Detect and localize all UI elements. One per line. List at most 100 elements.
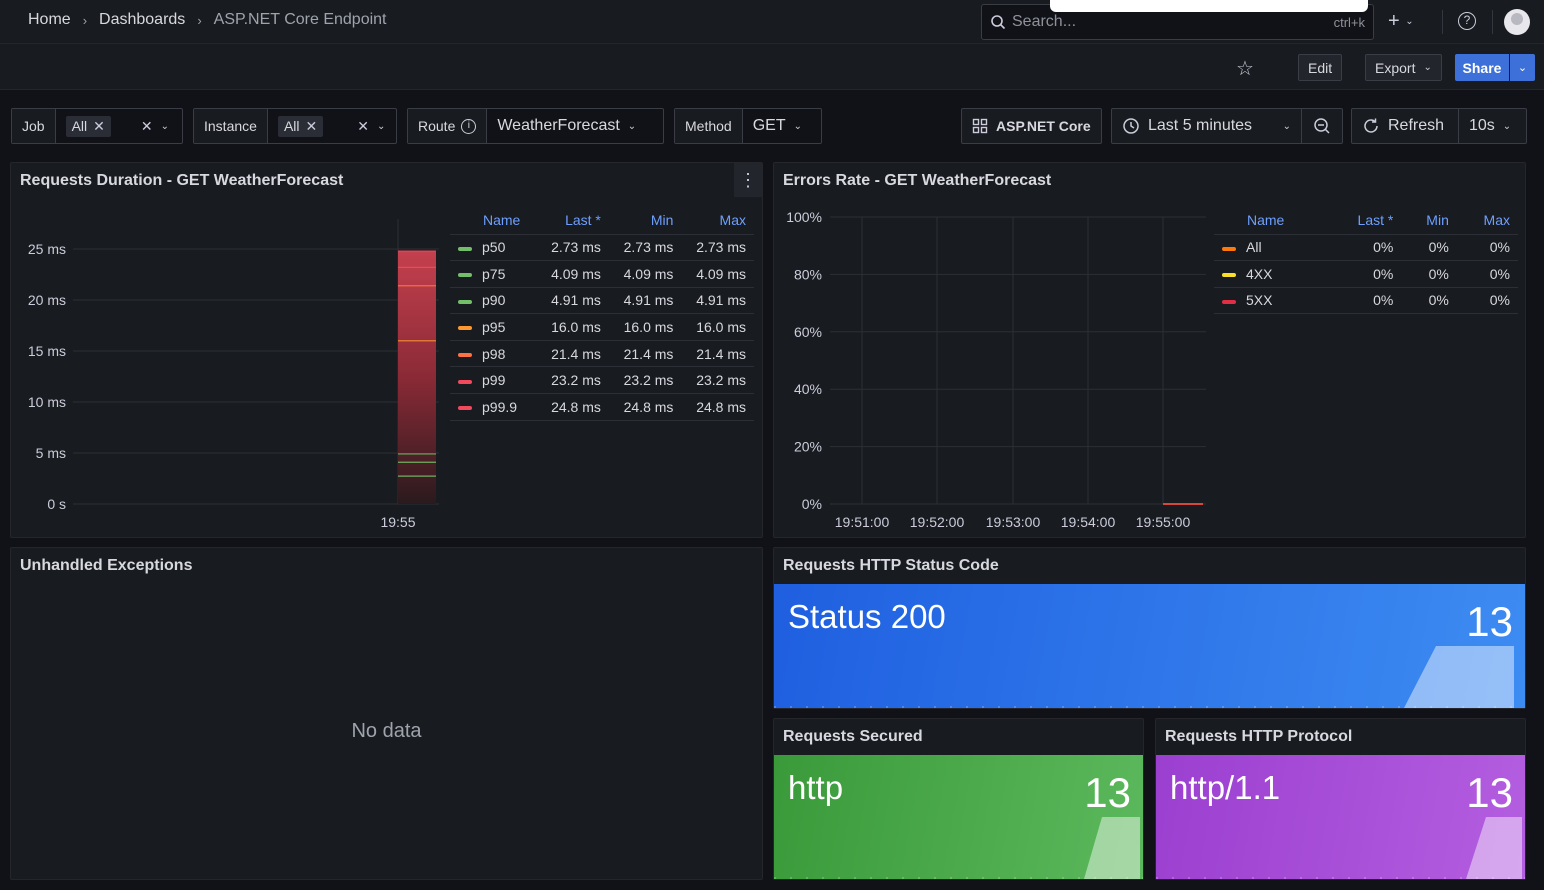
variable-chip[interactable]: All ✕ <box>65 115 111 137</box>
legend-last: 21.4 ms <box>536 339 609 367</box>
chevron-right-icon: › <box>197 12 202 28</box>
clock-icon <box>1123 118 1139 134</box>
legend-row[interactable]: p99 23.2 ms 23.2 ms 23.2 ms <box>450 366 754 394</box>
chip-label: All <box>283 118 300 134</box>
legend-swatch <box>1222 273 1236 278</box>
panel-title[interactable]: Errors Rate - GET WeatherForecast <box>783 172 1052 189</box>
panel-title[interactable]: Requests Secured <box>783 728 923 745</box>
legend-max: 0% <box>1456 233 1518 261</box>
legend-series-name[interactable]: p75 <box>450 260 537 288</box>
sparkline <box>1156 817 1525 879</box>
legend-header-min[interactable]: Min <box>1426 212 1449 229</box>
divider <box>1442 10 1443 34</box>
legend-swatch <box>458 299 472 304</box>
legend-min: 0% <box>1401 260 1457 288</box>
legend-name-text: p95 <box>482 319 506 336</box>
legend-swatch <box>458 326 472 331</box>
legend-min: 0% <box>1401 286 1457 315</box>
zoom-out-icon <box>1314 118 1330 134</box>
help-icon[interactable]: ? <box>1458 12 1476 30</box>
time-range-picker[interactable]: Last 5 minutes ⌄ <box>1111 108 1302 144</box>
legend-row[interactable]: All 0% 0% 0% <box>1214 233 1518 261</box>
breadcrumb-dashboards[interactable]: Dashboards <box>99 11 186 28</box>
legend-row[interactable]: p90 4.91 ms 4.91 ms 4.91 ms <box>450 286 754 314</box>
y-tick-label: 0% <box>802 496 822 512</box>
legend-row[interactable]: p95 16.0 ms 16.0 ms 16.0 ms <box>450 313 754 341</box>
legend-row[interactable]: 5XX 0% 0% 0% <box>1214 286 1518 315</box>
chevron-down-icon[interactable]: ⌄ <box>1510 54 1535 81</box>
share-button[interactable]: Share <box>1455 54 1509 81</box>
legend-swatch <box>458 406 472 411</box>
add-icon[interactable]: + ⌄ <box>1388 10 1414 32</box>
legend-series-name[interactable]: 4XX <box>1214 260 1327 288</box>
errors-chart[interactable]: 0% 20% 40% 60% 80% 100% 19:51:00 19:52:00 19:53:… <box>774 163 1214 539</box>
avatar[interactable] <box>1504 9 1530 35</box>
panel-title[interactable]: Unhandled Exceptions <box>20 557 193 574</box>
variable-job: Job All ✕ ✕ ⌄ <box>11 108 183 144</box>
info-icon[interactable]: i <box>461 118 477 134</box>
x-tick-label: 19:55 <box>380 514 415 530</box>
edit-button[interactable]: Edit <box>1298 54 1343 81</box>
variable-instance-select[interactable]: All ✕ ✕ ⌄ <box>268 109 395 143</box>
stat-http-1-1[interactable]: http/1.1 13 <box>1156 755 1525 879</box>
legend-row[interactable]: p98 21.4 ms 21.4 ms 21.4 ms <box>450 339 754 367</box>
series-area <box>398 251 436 504</box>
stat-value: 13 <box>1466 598 1513 645</box>
legend-series-name[interactable]: 5XX <box>1214 286 1327 315</box>
legend-header-last[interactable]: Last * <box>565 212 601 229</box>
variable-route-select[interactable]: WeatherForecast ⌄ <box>487 109 646 143</box>
legend-row[interactable]: p99.9 24.8 ms 24.8 ms 24.8 ms <box>450 393 754 421</box>
legend-header-last[interactable]: Last * <box>1357 212 1394 229</box>
legend-header-max[interactable]: Max <box>1483 212 1510 229</box>
y-tick-label: 20 ms <box>28 292 66 308</box>
refresh-button[interactable]: Refresh <box>1351 108 1459 144</box>
legend-series-name[interactable]: All <box>1214 233 1327 261</box>
refresh-interval-picker[interactable]: 10s ⌄ <box>1458 108 1527 144</box>
stat-status-200[interactable]: Status 200 13 <box>774 584 1525 708</box>
y-tick-label: 80% <box>794 266 822 282</box>
clear-icon[interactable]: ✕ <box>357 117 369 134</box>
zoom-out-button[interactable] <box>1301 108 1343 144</box>
legend-max: 16.0 ms <box>681 313 754 341</box>
stat-value: 13 <box>1466 769 1513 816</box>
legend-header-name[interactable]: Name <box>483 212 521 229</box>
variable-job-select[interactable]: All ✕ ✕ ⌄ <box>56 109 179 143</box>
panel-title[interactable]: Requests HTTP Protocol <box>1165 728 1353 745</box>
legend-series-name[interactable]: p50 <box>450 233 537 261</box>
duration-chart[interactable]: 0 s 5 ms 10 ms 15 ms 20 ms 25 ms 19:55 <box>11 163 451 539</box>
breadcrumb-home[interactable]: Home <box>28 11 71 28</box>
legend-header-name[interactable]: Name <box>1247 212 1285 229</box>
legend-last: 2.73 ms <box>536 233 609 261</box>
panel-title[interactable]: Requests Duration - GET WeatherForecast <box>20 172 344 189</box>
legend-row[interactable]: p50 2.73 ms 2.73 ms 2.73 ms <box>450 233 754 261</box>
variable-chip[interactable]: All ✕ <box>277 115 324 137</box>
legend-header-max[interactable]: Max <box>719 212 746 229</box>
dashboard-link-button[interactable]: ASP.NET Core <box>961 108 1102 144</box>
legend-series-name[interactable]: p95 <box>450 313 537 341</box>
duration-legend: Name Last * Min Max p50 2.73 ms 2.73 ms 2.7… <box>450 207 754 421</box>
legend-row[interactable]: 4XX 0% 0% 0% <box>1214 260 1518 288</box>
legend-series-name[interactable]: p90 <box>450 286 537 314</box>
panel-requests-http-protocol: Requests HTTP Protocol http/1.1 13 <box>1155 718 1526 880</box>
sparkline <box>774 817 1143 879</box>
panel-title[interactable]: Requests HTTP Status Code <box>783 557 999 574</box>
legend-max: 4.91 ms <box>681 286 754 314</box>
close-icon[interactable]: ✕ <box>93 117 105 134</box>
legend-row[interactable]: p75 4.09 ms 4.09 ms 4.09 ms <box>450 260 754 288</box>
legend-series-name[interactable]: p99 <box>450 366 537 394</box>
clear-icon[interactable]: ✕ <box>140 117 153 134</box>
stat-http[interactable]: http 13 <box>774 755 1143 879</box>
legend-last: 23.2 ms <box>536 366 609 394</box>
route-label-text: Route <box>418 118 456 134</box>
refresh-interval-label: 10s <box>1469 117 1495 134</box>
variable-method: Method GET ⌄ <box>674 108 822 144</box>
legend-series-name[interactable]: p98 <box>450 339 537 367</box>
legend-series-name[interactable]: p99.9 <box>450 393 537 421</box>
close-icon[interactable]: ✕ <box>305 117 318 134</box>
variable-method-select[interactable]: GET ⌄ <box>743 109 812 143</box>
legend-header-min[interactable]: Min <box>650 212 674 229</box>
star-icon[interactable]: ☆ <box>1236 58 1254 80</box>
breadcrumb-current: ASP.NET Core Endpoint <box>213 11 387 28</box>
export-button[interactable]: Export ⌄ <box>1365 54 1442 81</box>
panel-menu-icon[interactable]: ⋮ <box>734 163 762 197</box>
